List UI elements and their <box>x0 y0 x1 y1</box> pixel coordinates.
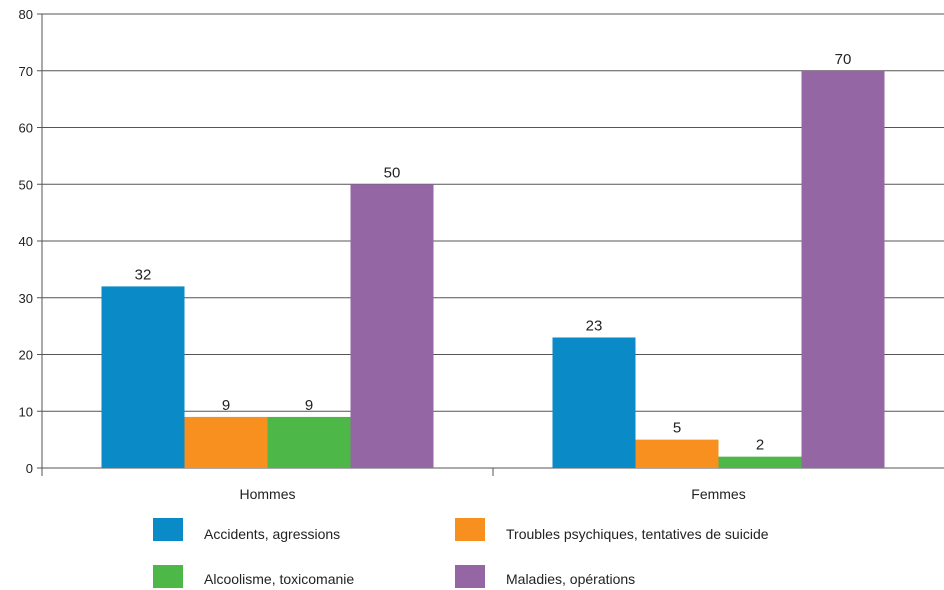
data-label: 23 <box>586 317 603 334</box>
data-label: 5 <box>673 420 681 437</box>
bar <box>718 456 802 468</box>
y-tick-label: 10 <box>19 404 33 419</box>
y-tick-label: 0 <box>26 461 33 476</box>
legend-label: Accidents, agressions <box>204 526 340 542</box>
data-label: 9 <box>222 397 230 414</box>
bar <box>184 416 268 468</box>
x-category-label: Femmes <box>691 486 745 502</box>
legend-label: Troubles psychiques, tentatives de suici… <box>506 526 769 542</box>
data-label: 70 <box>835 51 852 68</box>
y-tick-label: 70 <box>19 64 33 79</box>
legend-swatch <box>455 518 485 541</box>
bar <box>635 439 719 468</box>
data-label: 9 <box>305 397 313 414</box>
y-tick-label: 60 <box>19 121 33 136</box>
legend-label: Maladies, opérations <box>506 571 635 587</box>
bar <box>801 70 885 468</box>
y-tick-label: 40 <box>19 234 33 249</box>
data-label: 32 <box>135 266 152 283</box>
x-category-label: Hommes <box>239 486 295 502</box>
data-label: 2 <box>756 437 764 454</box>
bar <box>101 286 185 468</box>
legend-label: Alcoolisme, toxicomanie <box>204 571 354 587</box>
y-tick-label: 30 <box>19 291 33 306</box>
bar <box>350 184 434 468</box>
legend-swatch <box>455 565 485 588</box>
y-tick-label: 80 <box>19 7 33 22</box>
y-tick-label: 20 <box>19 348 33 363</box>
legend-swatch <box>153 565 183 588</box>
legend-swatch <box>153 518 183 541</box>
bar <box>267 416 351 468</box>
y-tick-label: 50 <box>19 177 33 192</box>
data-label: 50 <box>384 164 401 181</box>
bar <box>552 337 636 468</box>
